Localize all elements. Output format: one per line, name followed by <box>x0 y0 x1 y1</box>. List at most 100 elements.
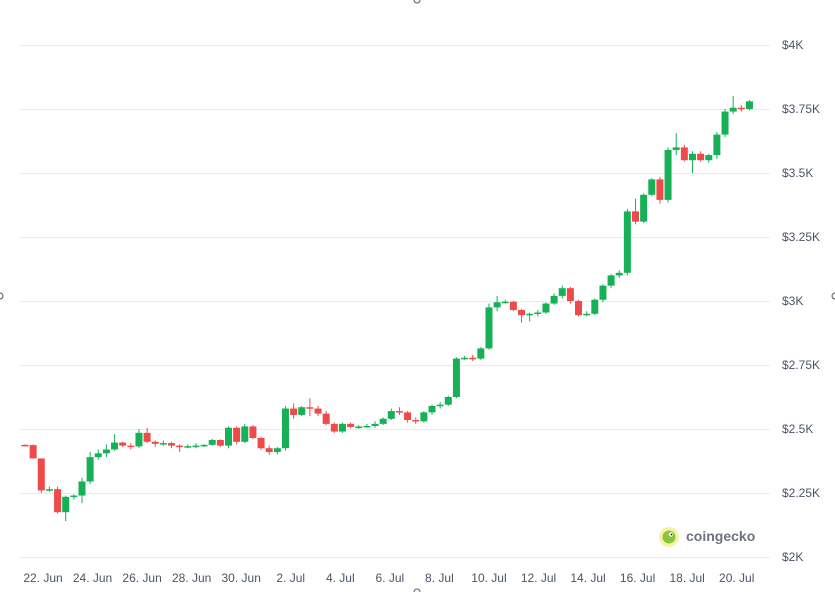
candle <box>371 421 379 428</box>
candle <box>672 133 680 156</box>
candle <box>469 354 477 362</box>
candle <box>37 458 45 493</box>
candle <box>208 438 216 446</box>
candle-body <box>697 153 705 161</box>
candle-body <box>721 111 729 135</box>
candle-body <box>395 411 403 413</box>
candle-body <box>151 441 159 444</box>
candle <box>159 440 167 446</box>
candle-body <box>330 423 338 432</box>
candle <box>330 422 338 433</box>
candle <box>412 417 420 424</box>
y-tick-label: $2.75K <box>782 358 820 372</box>
y-axis-labels: $4K $3.75K $3.5K $3.25K $3K $2.75K $2.5K $2.25K… <box>782 38 820 564</box>
candle-body <box>168 443 176 446</box>
candle <box>583 311 591 317</box>
candle <box>265 445 273 455</box>
y-tick-label: $2K <box>782 550 803 564</box>
watermark-text: coingecko <box>686 528 755 544</box>
candle-body <box>461 357 469 360</box>
candle <box>102 444 110 458</box>
candle-body <box>566 288 574 301</box>
candle-body <box>119 442 127 446</box>
candle <box>428 404 436 415</box>
candle-body <box>322 413 330 424</box>
candle <box>119 441 127 447</box>
candle-body <box>436 404 444 407</box>
candle <box>705 153 713 163</box>
candle <box>688 151 696 173</box>
candle-body <box>542 303 550 313</box>
candle <box>591 298 599 316</box>
candle <box>290 403 298 419</box>
candle <box>338 422 346 433</box>
candle-body <box>111 442 119 450</box>
gecko-logo-icon <box>659 527 679 547</box>
candle <box>558 285 566 299</box>
candle-body <box>404 412 412 421</box>
candle <box>306 398 314 417</box>
candle <box>477 347 485 360</box>
candle <box>363 423 371 428</box>
candle <box>534 309 542 317</box>
candle-body <box>241 426 249 442</box>
candle-body <box>54 489 62 513</box>
candle <box>640 193 648 223</box>
candle <box>192 443 200 449</box>
candle-body <box>583 313 591 316</box>
candle-body <box>477 348 485 359</box>
x-tick-label: 14. Jul <box>570 571 605 585</box>
candle-body <box>656 179 664 200</box>
candle-body <box>534 312 542 315</box>
candle-body <box>469 357 477 360</box>
candle-body <box>688 153 696 161</box>
y-tick-label: $3.5K <box>782 166 813 180</box>
candle <box>62 495 70 522</box>
candle-body <box>428 405 436 413</box>
candle <box>526 312 534 322</box>
x-tick-label: 10. Jul <box>471 571 506 585</box>
candle <box>444 395 452 406</box>
candle-body <box>355 426 363 428</box>
candle <box>664 147 672 203</box>
candle <box>29 444 37 459</box>
candle <box>70 494 78 500</box>
candle <box>721 109 729 138</box>
candle <box>575 299 583 317</box>
y-tick-label: $3.75K <box>782 102 820 116</box>
candle-body <box>680 147 688 161</box>
candle-body <box>640 194 648 222</box>
y-tick-label: $3.25K <box>782 230 820 244</box>
candle <box>566 286 574 304</box>
candle-body <box>509 301 517 310</box>
candle <box>452 357 460 399</box>
candle-body <box>249 426 257 438</box>
candle <box>233 426 241 445</box>
candle-body <box>664 149 672 200</box>
candle <box>550 293 558 305</box>
candle <box>656 176 664 204</box>
candle-body <box>591 299 599 314</box>
x-tick-label: 6. Jul <box>376 571 405 585</box>
candle <box>176 444 184 453</box>
candle-body <box>62 496 70 513</box>
candle <box>680 144 688 162</box>
candle <box>78 477 86 504</box>
candle-body <box>225 427 232 446</box>
candle-body <box>526 313 534 316</box>
candle <box>509 301 517 312</box>
candle <box>135 429 143 449</box>
candle-body <box>143 432 151 442</box>
x-tick-label: 22. Jun <box>23 571 62 585</box>
candle-body <box>273 448 281 453</box>
x-tick-label: 12. Jul <box>521 571 556 585</box>
candle <box>257 436 265 450</box>
candle <box>281 405 289 451</box>
candle <box>713 132 721 159</box>
x-tick-label: 8. Jul <box>425 571 454 585</box>
candle-body <box>184 446 192 448</box>
candle-body <box>493 302 501 308</box>
candle-body <box>281 408 289 449</box>
